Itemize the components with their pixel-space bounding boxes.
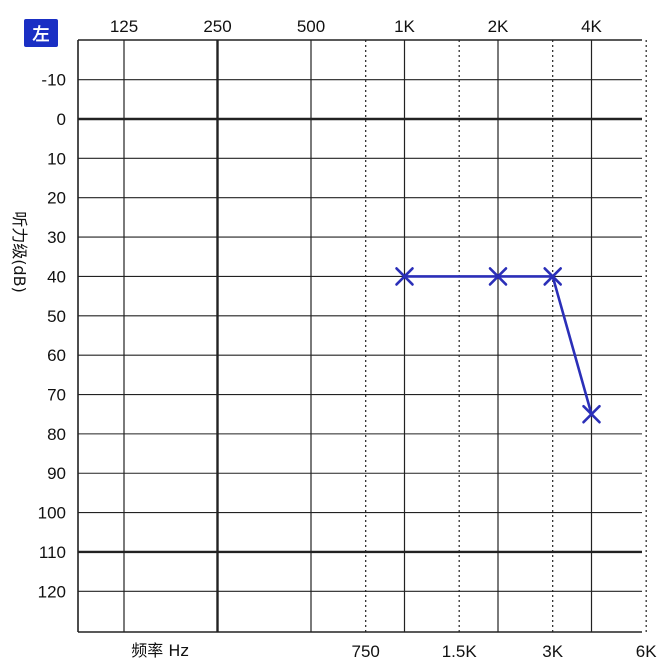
x-tick-label-top: 4K: [581, 17, 602, 36]
y-tick-label: 0: [57, 110, 66, 129]
y-tick-label: -10: [41, 71, 66, 90]
x-tick-label-top: 2K: [488, 17, 509, 36]
x-tick-label-top: 500: [297, 17, 325, 36]
y-tick-label: 110: [39, 543, 66, 562]
ear-badge-label: 左: [33, 24, 50, 45]
x-tick-label-top: 1K: [394, 17, 415, 36]
data-point-x-marker: [395, 267, 414, 286]
x-axis-label: 频率 Hz: [131, 641, 189, 660]
data-point-x-marker: [582, 404, 601, 424]
y-tick-label: 10: [47, 149, 66, 168]
y-tick-label: 40: [47, 267, 66, 286]
y-tick-label: 30: [47, 228, 66, 247]
ear-badge: 左: [24, 19, 58, 47]
x-tick-label-bottom: 6K: [636, 642, 657, 661]
data-point-x-marker: [543, 267, 562, 286]
grid: [77, 39, 647, 633]
y-tick-label: 60: [47, 346, 66, 365]
data-point-x-marker: [488, 267, 508, 286]
y-axis-label: 听力级(dB): [10, 211, 29, 293]
y-tick-label: 100: [38, 504, 66, 523]
x-tick-label-top: 125: [110, 17, 138, 36]
series-layer: [395, 267, 601, 424]
y-tick-label: 70: [47, 386, 66, 405]
ear-badge-box: [24, 19, 58, 47]
y-tick-label: 20: [47, 189, 66, 208]
y-tick-label: 120: [38, 582, 66, 601]
series-line: [404, 275, 593, 415]
x-tick-label-bottom: 1.5K: [442, 642, 478, 661]
tick-labels: -10 0 10 20 30 40 50 60 70 80 90 100 110 120 125 250 500…: [38, 17, 658, 661]
y-tick-label: 50: [47, 307, 66, 326]
x-tick-label-top: 250: [203, 17, 231, 36]
y-tick-label: 90: [47, 464, 66, 483]
y-tick-label: 80: [47, 425, 66, 444]
x-tick-label-bottom: 750: [352, 642, 380, 661]
x-tick-label-bottom: 3K: [542, 642, 563, 661]
